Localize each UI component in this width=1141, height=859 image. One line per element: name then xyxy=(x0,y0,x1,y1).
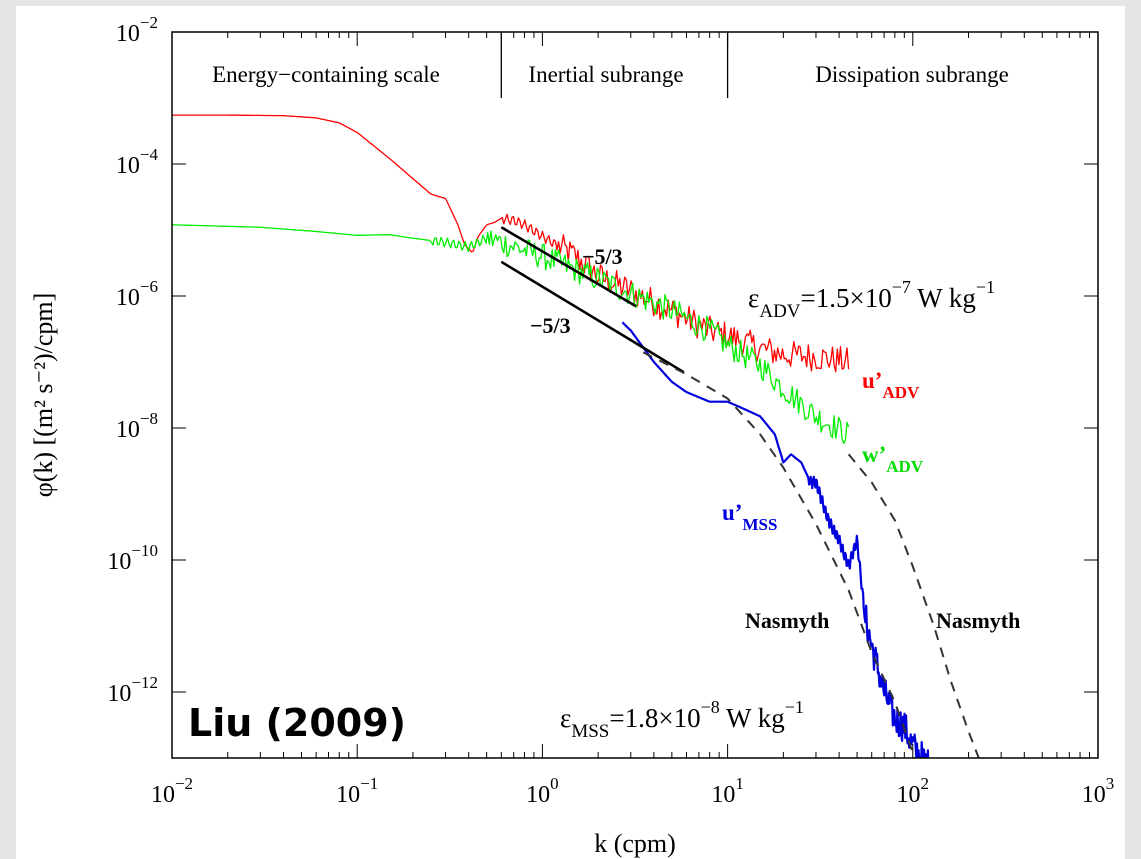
series-line-slope1 xyxy=(500,226,637,308)
eps-mss-unit: W kg xyxy=(720,703,785,733)
x-tick-label: 102 xyxy=(897,774,930,808)
uadv-sub: ADV xyxy=(882,383,920,402)
epsilon-mss-annotation: εMSS=1.8×10−8 W kg−1 xyxy=(560,697,804,742)
y-tick-label: 10−2 xyxy=(116,13,158,47)
eps-mss-exp: −8 xyxy=(701,697,720,717)
x-tick-label: 101 xyxy=(711,774,744,808)
y-axis-label: φ(k) [(m² s⁻²)/cpm] xyxy=(29,293,58,498)
series-line-slope2 xyxy=(500,260,685,374)
y-tick-label: 10−8 xyxy=(116,409,158,443)
slope-label-lower: −5/3 xyxy=(530,313,571,338)
eps-adv-unit-exp: −1 xyxy=(976,277,995,297)
series-label-wadv: w’ADV xyxy=(862,442,924,476)
uadv-main: u’ xyxy=(862,368,882,393)
x-tick-label: 10−1 xyxy=(336,774,378,808)
eps-adv-unit: W kg xyxy=(911,283,976,313)
y-tick-label: 10−6 xyxy=(116,277,158,311)
range-label-dissipation: Dissipation subrange xyxy=(815,62,1009,87)
frame-top-edge xyxy=(0,0,1141,6)
eps-mss-mid: =1.8×10 xyxy=(609,703,700,733)
eps-adv-symbol: ε xyxy=(748,283,759,313)
series-line-umss xyxy=(621,321,930,758)
x-tick-label: 10−2 xyxy=(151,774,193,808)
umss-main: u’ xyxy=(722,500,742,525)
x-tick-label: 103 xyxy=(1082,774,1115,808)
umss-sub: MSS xyxy=(742,515,777,534)
y-tick-label: 10−12 xyxy=(107,673,158,707)
series-label-umss: u’MSS xyxy=(722,500,777,534)
slope-label-upper: −5/3 xyxy=(582,244,623,269)
eps-mss-symbol: ε xyxy=(560,703,571,733)
eps-adv-mid: =1.5×10 xyxy=(801,283,892,313)
series-label-uadv: u’ADV xyxy=(862,368,920,402)
y-tick-label: 10−10 xyxy=(107,541,158,575)
wadv-sub: ADV xyxy=(886,457,924,476)
frame-right-edge xyxy=(1125,0,1141,859)
tick-labels: 10−2 10−1 100 101 102 103 10−2 10−4 10−6 10−8 10−1… xyxy=(107,13,1114,808)
source-label: Liu (2009) xyxy=(188,701,406,745)
eps-mss-sub: MSS xyxy=(571,721,609,742)
axis-ticks xyxy=(171,31,1099,758)
eps-adv-exp: −7 xyxy=(892,277,911,297)
x-axis-label: k (cpm) xyxy=(594,829,676,858)
eps-mss-unit-exp: −1 xyxy=(785,697,804,717)
eps-adv-sub: ADV xyxy=(759,301,800,322)
frame-left-edge xyxy=(0,0,16,859)
nasmyth-label-mss: Nasmyth xyxy=(745,608,829,633)
nasmyth-label-adv: Nasmyth xyxy=(936,608,1020,633)
series-line-uadv xyxy=(172,114,850,373)
y-tick-label: 10−4 xyxy=(116,145,159,179)
series-group xyxy=(172,114,980,758)
x-tick-label: 100 xyxy=(526,774,559,808)
epsilon-adv-annotation: εADV=1.5×10−7 W kg−1 xyxy=(748,277,995,322)
range-label-energy: Energy−containing scale xyxy=(212,62,440,87)
range-label-inertial: Inertial subrange xyxy=(528,62,683,87)
plot-frame xyxy=(171,31,1099,759)
wadv-main: w’ xyxy=(862,442,886,467)
series-line-wadv xyxy=(172,224,850,444)
series-line-nasmyth_mss xyxy=(642,351,916,758)
